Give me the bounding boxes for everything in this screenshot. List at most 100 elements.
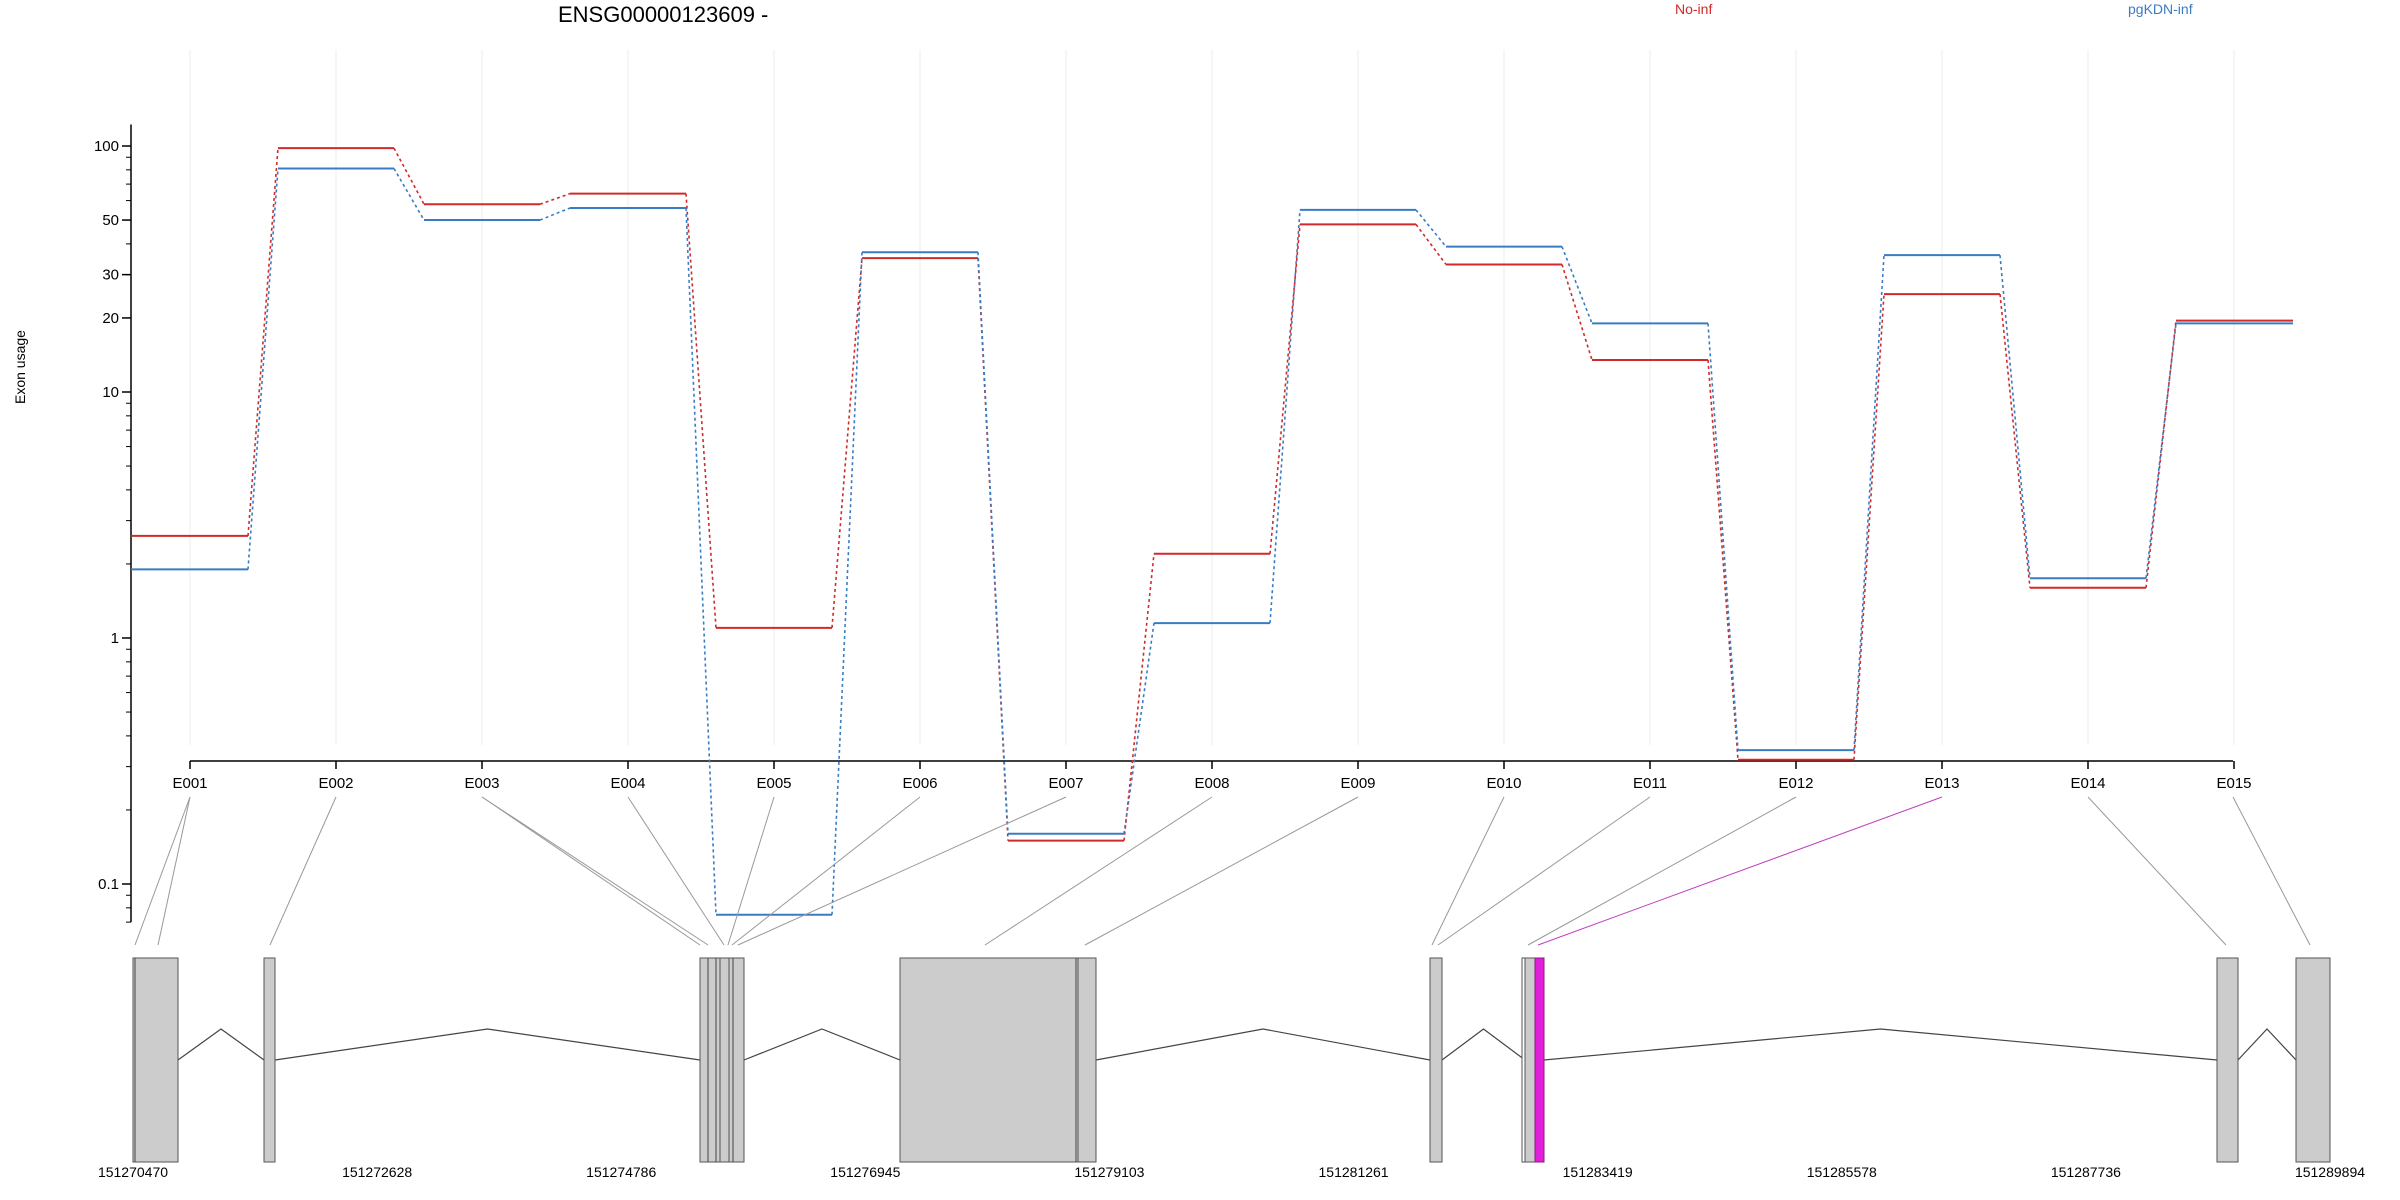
mapping-line-e009 [1084, 796, 1359, 946]
intron-line [1441, 1028, 1526, 1061]
mapping-line-e014 [2087, 796, 2227, 946]
x-tick-label-e008: E008 [1194, 775, 1229, 792]
coordinate-label: 151285578 [1807, 1164, 1877, 1180]
mapping-line-e004 [627, 796, 725, 946]
intron-line [743, 1028, 901, 1061]
x-tick-label-e004: E004 [610, 775, 645, 792]
mapping-line-e003 [481, 796, 701, 946]
exon-block [899, 957, 1079, 1163]
series-connector [1561, 264, 1593, 361]
mapping-line-e011 [1437, 796, 1651, 946]
exon-block [132, 957, 179, 1163]
x-tick-label-e006: E006 [902, 775, 937, 792]
y-tick-label: 30 [102, 267, 119, 284]
series-connector [1415, 209, 1447, 248]
series-connector [1853, 294, 1885, 760]
coordinate-label: 151287736 [2051, 1164, 2121, 1180]
exon-mapping-lines [134, 796, 2311, 946]
x-tick-label-e010: E010 [1486, 775, 1521, 792]
series-pgkdn-inf [131, 167, 2293, 916]
series-connector [977, 252, 1009, 834]
exon-block [1524, 957, 1536, 1163]
series-connector [247, 148, 279, 536]
mapping-line-e010 [1431, 796, 1505, 946]
coordinate-label: 151272628 [342, 1164, 412, 1180]
intron-line [1543, 1028, 2218, 1061]
mapping-line-e003 [481, 796, 709, 946]
legend-pgkdn-inf: pgKDN-inf [2128, 1, 2193, 17]
x-tick-label-e002: E002 [318, 775, 353, 792]
exon-block-highlighted [1534, 957, 1545, 1163]
series-connector [1561, 246, 1593, 324]
coordinate-label: 151289894 [2295, 1164, 2365, 1180]
y-tick-label: 10 [102, 384, 119, 401]
mapping-line-e012 [1527, 796, 1797, 946]
exon-block [263, 957, 276, 1163]
series-connector [539, 207, 571, 221]
intron-line [274, 1028, 701, 1061]
coordinate-label: 151283419 [1563, 1164, 1633, 1180]
mapping-line-e002 [269, 796, 337, 946]
coordinate-label: 151270470 [98, 1164, 168, 1180]
series-connector [2145, 320, 2177, 588]
x-tick-label-e007: E007 [1048, 775, 1083, 792]
x-tick-label-e005: E005 [756, 775, 791, 792]
x-tick-label-e011: E011 [1633, 775, 1667, 792]
series-connector [1123, 622, 1155, 834]
x-tick-label-e015: E015 [2216, 775, 2251, 792]
exon-block [728, 957, 745, 1163]
coordinate-label: 151274786 [586, 1164, 656, 1180]
coordinate-label: 151279103 [1074, 1164, 1144, 1180]
mapping-line-e001 [134, 796, 191, 946]
exon-block [2216, 957, 2239, 1163]
series-connector [393, 168, 425, 221]
intron-line [1095, 1028, 1431, 1061]
series-connector [685, 207, 717, 915]
exon-block [2295, 957, 2331, 1163]
series-connector [1853, 255, 1885, 751]
mapping-line-e005 [727, 796, 775, 946]
y-tick-label: 100 [94, 138, 119, 155]
y-tick-label: 0.1 [98, 876, 119, 893]
series-connector [1415, 223, 1447, 265]
series-connector [247, 168, 279, 570]
x-tick-label-e001: E001 [172, 775, 207, 792]
exon-block [699, 957, 721, 1163]
x-tick-label-e013: E013 [1924, 775, 1959, 792]
series-connector [1707, 359, 1739, 760]
series-connector [1999, 255, 2031, 579]
mapping-line-e001 [157, 796, 191, 946]
exon-block [1077, 957, 1097, 1163]
y-tick-label: 50 [102, 212, 119, 229]
gene-model [132, 957, 2331, 1163]
mapping-line-e013 [1537, 796, 1943, 946]
series-connector [831, 258, 863, 628]
coordinate-label: 151276945 [830, 1164, 900, 1180]
series-connector [539, 192, 571, 205]
mapping-line-e008 [984, 796, 1213, 946]
x-tick-label-e012: E012 [1778, 775, 1813, 792]
series-connector [1707, 323, 1739, 751]
mapping-line-e015 [2232, 796, 2311, 946]
x-tick-label-e009: E009 [1340, 775, 1375, 792]
series-connector [1269, 224, 1301, 554]
series-connector [831, 252, 863, 915]
mapping-line-e007 [737, 796, 1067, 946]
mapping-line-e006 [731, 796, 921, 946]
intron-line [177, 1028, 265, 1061]
series-connector [2145, 323, 2177, 579]
x-tick-label-e003: E003 [464, 775, 499, 792]
legend-no-inf: No-inf [1675, 1, 1713, 17]
y-tick-label: 1 [111, 630, 119, 647]
series-connector [393, 147, 425, 205]
coordinate-label: 151281261 [1319, 1164, 1389, 1180]
y-tick-label: 20 [102, 310, 119, 327]
series-connector [1123, 553, 1155, 841]
intron-line [2237, 1028, 2297, 1061]
x-tick-label-e014: E014 [2070, 775, 2105, 792]
series-connector [1999, 294, 2031, 588]
series-connector [685, 193, 717, 628]
series-connector [977, 258, 1009, 841]
chart-title: ENSG00000123609 - [558, 2, 769, 27]
